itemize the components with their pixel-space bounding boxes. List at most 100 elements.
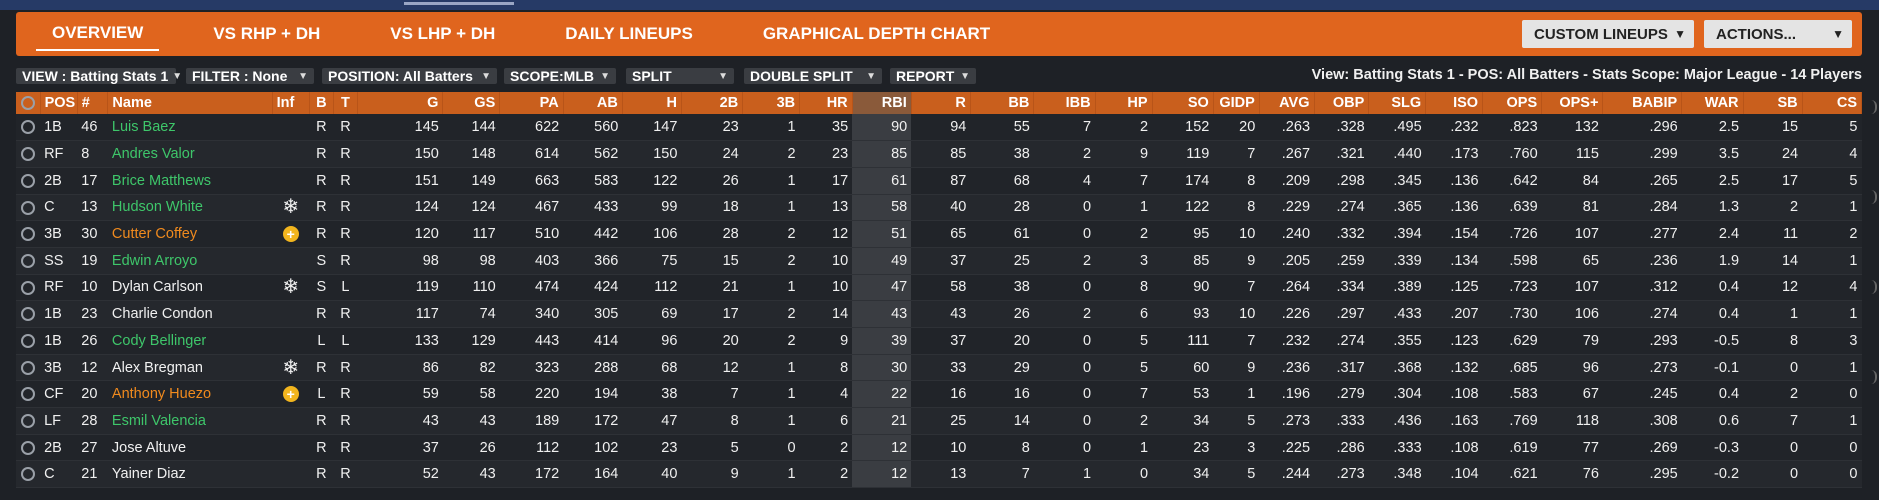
snowflake-icon: ❄ — [282, 196, 300, 219]
row-select-radio[interactable] — [16, 274, 41, 302]
row-select-radio[interactable] — [16, 300, 41, 328]
row-select-radio[interactable] — [16, 167, 41, 195]
column-header-h[interactable]: H — [622, 92, 682, 114]
player-name-link[interactable]: Andres Valor — [107, 140, 273, 168]
column-header-slg[interactable]: SLG — [1368, 92, 1427, 114]
column-header-hp[interactable]: HP — [1095, 92, 1153, 114]
table-row[interactable]: 1B 23 Charlie Condon R R 117 74 340 305 69 17 2 14 43… — [16, 300, 1862, 328]
column-header-t[interactable]: T — [333, 92, 358, 114]
info-cell — [272, 167, 310, 195]
column-header-iso[interactable]: ISO — [1425, 92, 1484, 114]
position-select[interactable]: POSITION: All Batters ▼ — [322, 68, 497, 84]
column-header-g[interactable]: G — [357, 92, 444, 114]
select-all-header[interactable] — [16, 92, 41, 114]
custom-lineups-button[interactable]: CUSTOM LINEUPS ▼ — [1522, 20, 1694, 48]
player-name-link[interactable]: Luis Baez — [107, 114, 273, 142]
column-header-2b[interactable]: 2B — [681, 92, 744, 114]
player-name-link[interactable]: Cutter Coffey — [107, 220, 273, 248]
column-header-sb[interactable]: SB — [1743, 92, 1803, 114]
table-row[interactable]: 1B 46 Luis Baez R R 145 144 622 560 147 23 1 35 90 94 5… — [16, 114, 1862, 142]
stat-cell-ops-plus: 79 — [1541, 327, 1603, 355]
column-header-inf[interactable]: Inf — [272, 92, 310, 114]
stat-cell-bb: 61 — [970, 220, 1034, 248]
column-header-r[interactable]: R — [911, 92, 971, 114]
player-name-link[interactable]: Anthony Huezo — [107, 380, 273, 409]
column-header-ops[interactable]: OPS — [1482, 92, 1543, 114]
column-header-rbi[interactable]: RBI — [852, 92, 912, 114]
row-select-radio[interactable] — [16, 354, 41, 382]
player-name-link[interactable]: Jose Altuve — [107, 434, 273, 462]
actions-button[interactable]: ACTIONS... ▼ — [1704, 20, 1852, 48]
table-row[interactable]: CF 20 Anthony Huezo + L R 59 58 220 194 38 7 1 4 22 16 1… — [16, 380, 1862, 409]
view-select[interactable]: VIEW : Batting Stats 1 ▼ — [16, 68, 182, 84]
filter-select[interactable]: FILTER : None ▼ — [186, 68, 314, 84]
table-row[interactable]: 3B 30 Cutter Coffey + R R 120 117 510 442 106 28 2 12… — [16, 220, 1862, 248]
stat-cell-gs: 43 — [442, 407, 500, 435]
table-row[interactable]: 2B 17 Brice Matthews R R 151 149 663 583 122 26 1 17… — [16, 167, 1862, 195]
table-row[interactable]: C 21 Yainer Diaz R R 52 43 172 164 40 9 1 2 12 13 7 1 0 34… — [16, 460, 1862, 489]
stat-cell-pa: 220 — [499, 380, 564, 409]
column-header-name[interactable]: Name — [107, 92, 273, 114]
row-select-radio[interactable] — [16, 327, 41, 355]
column-header-gidp[interactable]: GIDP — [1213, 92, 1260, 114]
row-select-radio[interactable] — [16, 247, 41, 275]
tab-vs-lhp-dh[interactable]: VS LHP + DH — [390, 24, 496, 43]
player-name-link[interactable]: Esmil Valencia — [107, 407, 273, 435]
top-strip — [0, 0, 1879, 10]
player-name-link[interactable]: Charlie Condon — [107, 300, 273, 328]
stat-cell-g: 117 — [357, 300, 443, 328]
player-name-link[interactable]: Brice Matthews — [107, 167, 273, 195]
column-header-ops-plus[interactable]: OPS+ — [1541, 92, 1604, 114]
stat-cell-3b: 2 — [742, 220, 800, 248]
player-name-link[interactable]: Cody Bellinger — [107, 327, 273, 355]
column-header-pa[interactable]: PA — [499, 92, 564, 114]
row-select-radio[interactable] — [16, 220, 41, 248]
double-split-select[interactable]: DOUBLE SPLIT ▼ — [744, 68, 882, 84]
player-name-link[interactable]: Edwin Arroyo — [107, 247, 273, 275]
player-name-link[interactable]: Yainer Diaz — [107, 460, 273, 489]
tab-graphical-depth-chart[interactable]: GRAPHICAL DEPTH CHART — [762, 24, 991, 43]
stat-cell-iso: .125 — [1425, 274, 1483, 302]
table-row[interactable]: 2B 27 Jose Altuve R R 37 26 112 102 23 5 0 2 12 10 8 0 1 2… — [16, 434, 1862, 462]
column-header-pos[interactable]: POS — [40, 92, 78, 114]
tab-vs-rhp-dh[interactable]: VS RHP + DH — [213, 24, 321, 43]
player-name-link[interactable]: Alex Bregman — [107, 354, 273, 382]
stat-cell-rbi: 49 — [852, 247, 912, 275]
tab-daily-lineups[interactable]: DAILY LINEUPS — [565, 24, 693, 43]
report-select[interactable]: REPORT ▼ — [890, 68, 976, 84]
row-select-radio[interactable] — [16, 407, 41, 435]
stat-cell-2b: 5 — [681, 434, 743, 462]
player-name-link[interactable]: Dylan Carlson — [107, 274, 273, 302]
table-row[interactable]: RF 8 Andres Valor R R 150 148 614 562 150 24 2 23 85 8… — [16, 140, 1862, 168]
column-header-number[interactable]: # — [77, 92, 109, 114]
column-header-cs[interactable]: CS — [1802, 92, 1862, 114]
column-header-babip[interactable]: BABIP — [1602, 92, 1683, 114]
column-header-ab[interactable]: AB — [563, 92, 623, 114]
column-header-3b[interactable]: 3B — [742, 92, 801, 114]
table-row[interactable]: C 13 Hudson White ❄ R R 124 124 467 433 99 18 1 13 58 4… — [16, 194, 1862, 222]
split-select[interactable]: SPLIT ▼ — [626, 68, 734, 84]
row-select-radio[interactable] — [16, 114, 41, 142]
tab-overview[interactable]: OVERVIEW — [36, 17, 160, 51]
row-select-radio[interactable] — [16, 434, 41, 462]
column-header-obp[interactable]: OBP — [1314, 92, 1370, 114]
table-row[interactable]: 3B 12 Alex Bregman ❄ R R 86 82 323 288 68 12 1 8 30 33 2… — [16, 354, 1862, 382]
player-name-link[interactable]: Hudson White — [107, 194, 273, 222]
column-header-so[interactable]: SO — [1152, 92, 1214, 114]
row-select-radio[interactable] — [16, 460, 41, 489]
scope-select[interactable]: SCOPE:MLB ▼ — [504, 68, 616, 84]
column-header-hr[interactable]: HR — [799, 92, 853, 114]
table-row[interactable]: LF 28 Esmil Valencia R R 43 43 189 172 47 8 1 6 21 25 1… — [16, 407, 1862, 435]
table-row[interactable]: RF 10 Dylan Carlson ❄ S L 119 110 474 424 112 21 1 10… — [16, 274, 1862, 302]
column-header-bb[interactable]: BB — [970, 92, 1035, 114]
column-header-avg[interactable]: AVG — [1259, 92, 1315, 114]
row-select-radio[interactable] — [16, 194, 41, 222]
row-select-radio[interactable] — [16, 380, 41, 409]
table-row[interactable]: 1B 26 Cody Bellinger L L 133 129 443 414 96 20 2 9 39… — [16, 327, 1862, 355]
column-header-b[interactable]: B — [309, 92, 334, 114]
table-row[interactable]: SS 19 Edwin Arroyo S R 98 98 403 366 75 15 2 10 49 37 2… — [16, 247, 1862, 275]
column-header-war[interactable]: WAR — [1681, 92, 1744, 114]
row-select-radio[interactable] — [16, 140, 41, 168]
column-header-gs[interactable]: GS — [442, 92, 501, 114]
column-header-ibb[interactable]: IBB — [1033, 92, 1096, 114]
